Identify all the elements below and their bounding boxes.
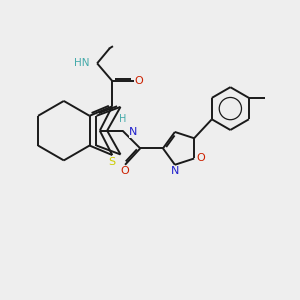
Text: O: O xyxy=(196,154,205,164)
Text: S: S xyxy=(109,157,116,166)
Text: HN: HN xyxy=(74,58,90,68)
Text: N: N xyxy=(171,166,179,176)
Text: O: O xyxy=(135,76,143,86)
Text: N: N xyxy=(129,127,137,137)
Text: O: O xyxy=(121,166,129,176)
Text: H: H xyxy=(119,114,126,124)
